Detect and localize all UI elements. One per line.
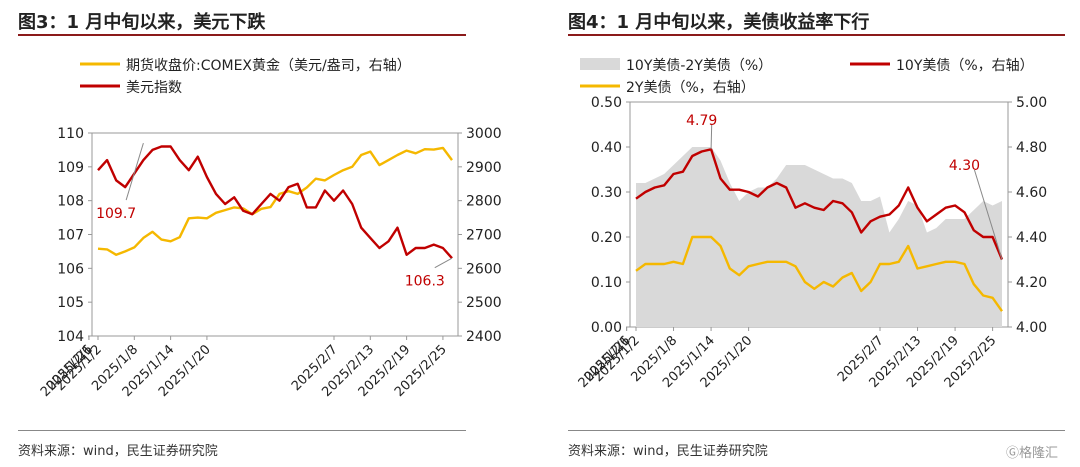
- right-left-tick-label: 0.00: [591, 320, 622, 336]
- left-right-tick-label: 3000: [466, 126, 502, 142]
- left-left-tick-label: 104: [57, 329, 84, 345]
- left-bottom-rule: [18, 430, 466, 431]
- left-right-tick-label: 2600: [466, 261, 502, 277]
- right-series-line: [635, 148, 1004, 260]
- left-right-tick-label: 2400: [466, 329, 502, 345]
- left-annotation-label: 106.3: [405, 274, 445, 290]
- left-left-tick-label: 108: [57, 194, 84, 210]
- right-title-rule: [568, 34, 1065, 36]
- right-bottom-rule: [568, 430, 1065, 431]
- left-left-tick-label: 107: [57, 228, 84, 244]
- right-legend-swatch: [580, 58, 620, 70]
- right-series-area: [636, 147, 1002, 327]
- right-annotation-leader: [973, 169, 1003, 260]
- watermark-logo-icon: Ⓖ: [1006, 446, 1020, 461]
- right-series-line: [635, 235, 1003, 312]
- left-left-tick-label: 105: [57, 295, 84, 311]
- right-legend-label: 10Y美债-2Y美债（%）: [626, 58, 772, 74]
- right-left-tick-label: 0.10: [591, 275, 622, 291]
- left-legend-label: 期货收盘价:COMEX黄金（美元/盎司，右轴）: [126, 57, 411, 74]
- right-annotation-leader: [710, 124, 713, 150]
- left-left-tick-label: 106: [57, 261, 84, 277]
- left-legend-label: 美元指数: [126, 80, 182, 96]
- right-left-tick-label: 0.30: [591, 185, 622, 201]
- right-legend-label: 2Y美债（%，右轴）: [626, 80, 755, 96]
- right-right-tick-label: 4.60: [1016, 185, 1047, 201]
- left-right-tick-label: 2900: [466, 160, 502, 176]
- left-series-line: [97, 146, 453, 257]
- left-annotation-leader: [434, 257, 453, 269]
- left-title-rule: [18, 34, 466, 36]
- left-left-tick-label: 109: [57, 160, 84, 176]
- right-chart-title: 图4：1 月中旬以来，美债收益率下行: [568, 12, 870, 33]
- left-chart-title: 图3：1 月中旬以来，美元下跌: [18, 12, 266, 33]
- right-right-tick-label: 4.40: [1016, 230, 1047, 246]
- right-right-tick-label: 4.00: [1016, 320, 1047, 336]
- left-right-tick-label: 2500: [466, 295, 502, 311]
- watermark: Ⓖ格隆汇: [1006, 442, 1058, 461]
- left-source-note: 资料来源：wind，民生证券研究院: [18, 444, 218, 459]
- right-right-tick-label: 4.80: [1016, 140, 1047, 156]
- left-left-tick-label: 110: [57, 126, 84, 142]
- right-right-tick-label: 5.00: [1016, 95, 1047, 111]
- left-right-tick-label: 2800: [466, 194, 502, 210]
- right-left-tick-label: 0.40: [591, 140, 622, 156]
- watermark-text: 格隆汇: [1019, 446, 1059, 461]
- right-annotation-label: 4.79: [686, 113, 717, 129]
- left-series-line: [97, 145, 453, 259]
- left-annotation-leader: [125, 143, 144, 201]
- right-source-note: 资料来源：wind，民生证券研究院: [568, 444, 768, 459]
- right-annotation-label: 4.30: [949, 158, 980, 174]
- left-right-tick-label: 2700: [466, 228, 502, 244]
- right-right-tick-label: 4.20: [1016, 275, 1047, 291]
- left-annotation-label: 109.7: [96, 206, 136, 222]
- right-left-tick-label: 0.50: [591, 95, 622, 111]
- right-left-tick-label: 0.20: [591, 230, 622, 246]
- right-legend-label: 10Y美债（%，右轴）: [896, 58, 1034, 74]
